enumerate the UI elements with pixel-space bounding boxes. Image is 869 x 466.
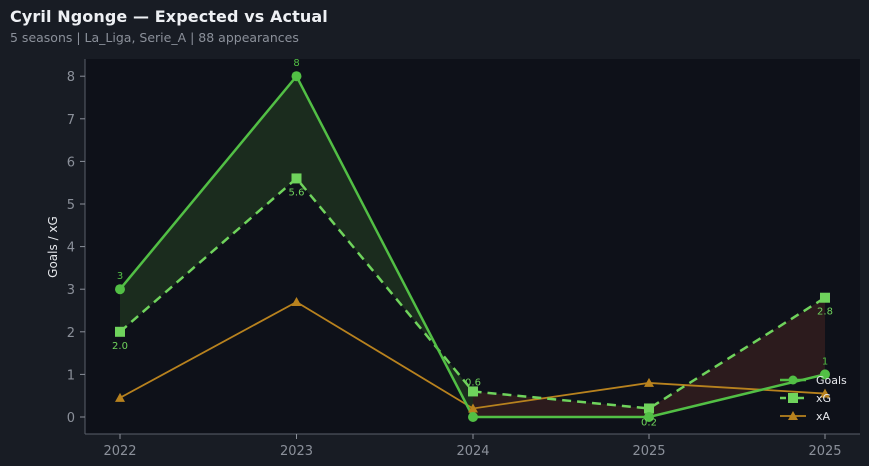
legend-xa-label: xA <box>816 410 831 423</box>
xg-data-label: 0.2 <box>641 417 657 428</box>
y-tick-label: 1 <box>67 368 75 383</box>
xg-square-marker <box>820 292 830 303</box>
xa-triangle-marker <box>468 403 478 413</box>
goals-data-label: 1 <box>822 356 828 367</box>
goals-circle-marker <box>468 412 478 422</box>
underperformance-fill <box>473 391 649 417</box>
chart-subtitle: 5 seasons | La_Liga, Serie_A | 88 appear… <box>10 30 299 45</box>
xg-data-label: 2.8 <box>817 307 833 318</box>
legend-goals-marker <box>788 375 798 385</box>
x-tick-label: 2025 <box>632 444 665 459</box>
y-tick-label: 2 <box>67 326 75 341</box>
x-tick-label: 2023 <box>280 444 313 459</box>
y-tick-label: 3 <box>67 283 75 298</box>
xg-data-label: 0.6 <box>465 377 481 388</box>
xa-triangle-marker <box>820 388 830 398</box>
y-tick-label: 6 <box>67 155 75 170</box>
goals-data-label: 3 <box>117 271 123 282</box>
x-tick-label: 2024 <box>456 444 489 459</box>
xg-data-label: 5.6 <box>289 187 305 198</box>
xa-triangle-marker <box>291 296 302 306</box>
y-tick-label: 4 <box>67 241 75 256</box>
goals-circle-marker <box>115 284 125 295</box>
goals-data-label: 8 <box>293 58 299 69</box>
legend-xg-label: xG <box>816 392 831 405</box>
underperformance-fill <box>649 297 825 417</box>
xa-triangle-marker <box>644 377 654 387</box>
xg-square-marker <box>291 173 302 184</box>
y-tick-label: 7 <box>67 113 75 128</box>
y-tick-label: 5 <box>67 198 75 213</box>
xg-data-label: 2.0 <box>112 341 128 352</box>
legend-xg-marker <box>788 393 798 403</box>
y-tick-label: 8 <box>67 70 75 85</box>
y-tick-label: 0 <box>67 411 75 426</box>
xg-square-marker <box>468 386 478 397</box>
goals-circle-marker <box>820 369 830 380</box>
xg-square-marker <box>644 403 654 414</box>
overperformance-fill <box>120 76 297 332</box>
chart-title: Cyril Ngonge — Expected vs Actual <box>10 7 328 26</box>
goals-circle-marker <box>644 412 654 422</box>
x-tick-label: 2025 <box>808 444 841 459</box>
legend-goals-label: Goals <box>816 374 847 387</box>
y-axis-label: Goals / xG <box>46 216 60 278</box>
xg-square-marker <box>115 326 125 337</box>
goals-circle-marker <box>291 71 302 82</box>
xa-triangle-marker <box>115 392 125 402</box>
legend-xa-marker <box>788 411 798 420</box>
x-tick-label: 2022 <box>103 444 136 459</box>
